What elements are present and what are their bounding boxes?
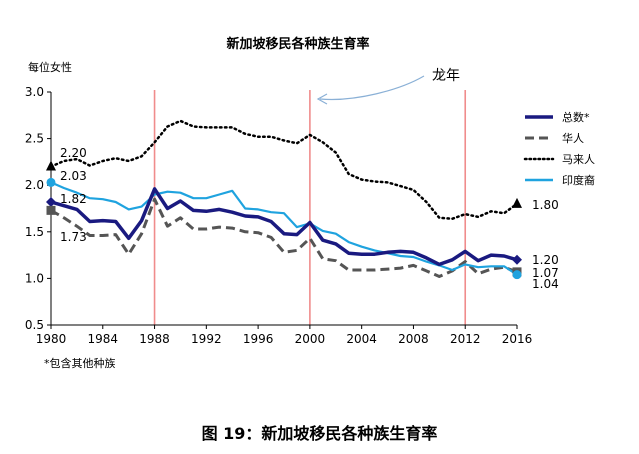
x-tick-label-1: 1984: [88, 332, 119, 346]
start-point-total: [46, 196, 56, 207]
y-tick-label-3: 2.0: [25, 178, 44, 192]
end-label-total: 1.20: [532, 253, 559, 267]
x-tick-label-3: 1992: [191, 332, 222, 346]
start-label-malay: 2.20: [60, 146, 87, 160]
x-tick-label-4: 1996: [243, 332, 274, 346]
start-label-indian: 2.03: [60, 169, 87, 183]
end-label-chinese: 1.07: [532, 266, 559, 280]
x-tick-label-0: 1980: [36, 332, 67, 346]
legend-label-malay: 马来人: [562, 153, 595, 166]
dragon-year-annotation: 龙年: [432, 68, 460, 84]
start-point-chinese: [46, 205, 56, 215]
y-tick-label-2: 1.5: [25, 225, 44, 239]
x-tick-label-6: 2004: [346, 332, 377, 346]
start-label-chinese: 1.73: [60, 230, 87, 244]
series-line-chinese: [50, 197, 518, 278]
dragon-year-arrowhead: [316, 93, 328, 105]
start-point-indian: [46, 177, 56, 187]
chart-title: 新加坡移民各种族生育率: [226, 36, 369, 52]
dragon-year-arrow: [319, 75, 425, 101]
footnote: *包含其他种族: [44, 356, 116, 370]
series-line-total: [49, 187, 519, 267]
y-tick-label-4: 2.5: [25, 132, 44, 146]
figure-caption: 图 19：新加坡移民各种族生育率: [201, 424, 438, 443]
end-label-malay: 1.80: [532, 198, 559, 212]
end-point-total: [512, 254, 522, 265]
end-label-indian: 1.04: [532, 277, 559, 291]
legend-label-total: 总数*: [562, 110, 590, 124]
y-axis-label: 每位女性: [28, 60, 72, 74]
legend-label-indian: 印度裔: [562, 173, 595, 187]
end-point-indian: [512, 270, 522, 280]
series-line-malay: [49, 119, 519, 221]
y-tick-label-0: 0.5: [25, 318, 44, 332]
y-tick-label-1: 1.0: [25, 271, 44, 285]
x-tick-label-7: 2008: [398, 332, 429, 346]
x-tick-label-9: 2016: [502, 332, 533, 346]
y-tick-label-5: 3.0: [25, 85, 44, 99]
end-point-malay: [512, 197, 522, 208]
start-point-malay: [46, 160, 56, 171]
x-tick-label-8: 2012: [450, 332, 481, 346]
x-tick-label-2: 1988: [139, 332, 170, 346]
fertility-line-chart: 新加坡移民各种族生育率 每位女性 0.5 1.0 1.5 2.0 2.5 3.0 1980 1…: [25, 36, 595, 370]
x-tick-label-5: 2000: [295, 332, 326, 346]
start-label-total: 1.82: [60, 192, 87, 206]
legend: 总数* 华人 马来人 印度裔: [523, 110, 595, 187]
legend-label-chinese: 华人: [562, 131, 584, 145]
